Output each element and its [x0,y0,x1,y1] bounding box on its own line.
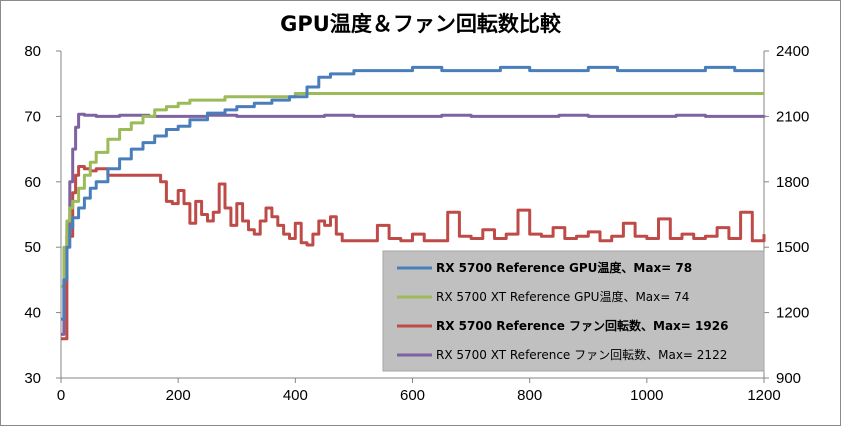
y-right-tick-label: 2400 [776,43,809,60]
x-tick-label: 1200 [747,387,780,404]
x-tick-label: 400 [283,387,308,404]
x-axis-ticks: 0 200 400 600 800 1000 1200 [57,378,781,404]
y-left-tick-label: 80 [24,43,41,60]
y-left-tick-label: 40 [24,305,41,322]
chart-title: GPU温度＆ファン回転数比較 [280,12,561,36]
y-left-axis-ticks: 30 40 50 60 70 80 [24,43,61,387]
x-tick-label: 600 [400,387,425,404]
legend-label-2: RX 5700 XT Reference GPU温度、Max= 74 [436,289,689,304]
series-line-3 [61,165,766,341]
y-right-tick-label: 2100 [776,108,809,125]
legend-items: RX 5700 Reference GPU温度、Max= 78 RX 5700 X… [397,260,728,362]
y-right-tick-label: 1500 [776,239,809,256]
y-right-tick-label: 1200 [776,305,809,322]
y-right-axis-ticks: 900 1200 1500 1800 2100 2400 [764,43,809,387]
series-line-4 [61,112,766,336]
series-lines [61,65,766,341]
y-right-tick-label: 900 [776,370,801,387]
y-left-tick-label: 50 [24,239,41,256]
x-tick-label: 1000 [630,387,663,404]
legend-label-3: RX 5700 Reference ファン回転数、Max= 1926 [436,318,728,333]
x-tick-label: 200 [166,387,191,404]
y-left-tick-label: 60 [24,174,41,191]
y-left-tick-label: 30 [24,370,41,387]
y-left-tick-label: 70 [24,108,41,125]
legend-label-1: RX 5700 Reference GPU温度、Max= 78 [436,260,692,275]
legend-box [382,250,765,372]
y-right-tick-label: 1800 [776,174,809,191]
legend-label-4: RX 5700 XT Reference ファン回転数、Max= 2122 [436,347,727,362]
x-tick-label: 0 [57,387,65,404]
x-tick-label: 800 [517,387,542,404]
series-line-1 [61,65,764,321]
legend: RX 5700 Reference GPU温度、Max= 78 RX 5700 X… [382,250,765,372]
series-line-2 [61,92,764,288]
